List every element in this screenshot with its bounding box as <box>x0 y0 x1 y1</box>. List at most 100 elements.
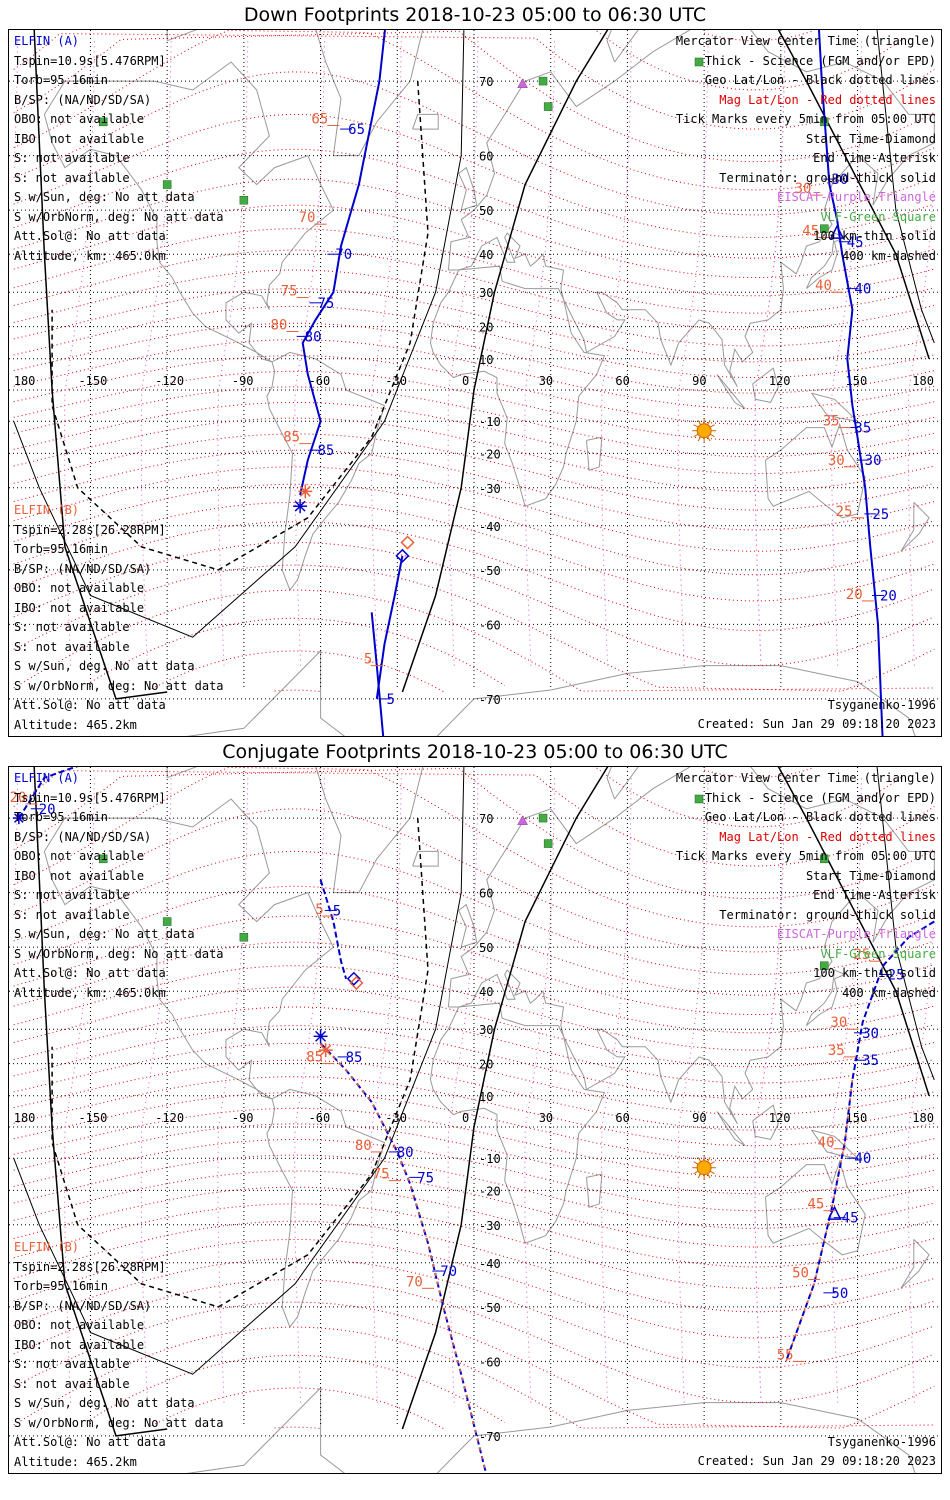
lat-tick-label: -20 <box>479 447 501 461</box>
lat-tick-label: 70 <box>479 812 493 826</box>
lat-tick-label: -70 <box>479 1430 501 1444</box>
end-time-asterisk <box>14 813 24 823</box>
mag-latitude-line <box>13 269 935 347</box>
elfin-b-lines: Tspin=2.28s[26.28RPM] Torb=95.16min B/SP: … <box>14 1258 224 1473</box>
legend-item: Thick - Science (FGM and/or EPD) <box>704 53 936 68</box>
info-line: S w/OrbNorm, deg: No att data <box>14 1415 224 1430</box>
mag-meridian <box>677 40 709 666</box>
terminator-400km <box>51 818 429 1308</box>
vlf-station-marker <box>820 961 829 970</box>
time-tick-label: 30 <box>831 172 848 188</box>
lat-tick-label: 60 <box>479 150 493 164</box>
time-tick-label: 85 <box>306 1050 323 1066</box>
sun-ray <box>697 420 702 425</box>
subsolar-sun-icon <box>696 1160 712 1176</box>
lon-tick-label: -120 <box>155 1111 184 1125</box>
coastline <box>447 767 935 1125</box>
legend-item: 400 km-dashed <box>842 985 936 1000</box>
terminator-400km <box>51 81 429 571</box>
mag-meridian <box>294 777 325 1403</box>
info-line: S: not available <box>14 620 130 634</box>
legend-item: Terminator: ground-thick solid <box>719 170 936 185</box>
mag-meridian <box>754 40 786 666</box>
time-tick-label: 40 <box>818 1135 835 1151</box>
coastline <box>716 1111 746 1147</box>
terminator-100km <box>876 30 935 344</box>
time-tick-label: 35 <box>828 1043 845 1059</box>
time-tick-label: 45 <box>807 1197 824 1213</box>
time-tick-label: 25 <box>888 967 905 983</box>
info-line: IBO: not available <box>14 1337 145 1352</box>
lon-tick-label: -60 <box>309 1111 331 1125</box>
elfin-a-track <box>818 30 884 736</box>
mag-latitude-line <box>151 650 444 692</box>
mag-meridian <box>447 777 479 1403</box>
coastline <box>586 1173 603 1208</box>
lon-tick-label: 60 <box>615 374 629 388</box>
time-tick-label: 65 <box>311 111 328 127</box>
elfin-b-header: ELFIN (B) <box>14 503 80 517</box>
lat-tick-label: 40 <box>479 248 493 262</box>
time-tick-label: 80 <box>397 1145 414 1161</box>
legend-item: Terminator: ground-thick solid <box>719 907 936 922</box>
elfin-a-track <box>319 879 348 980</box>
coastline <box>266 351 386 592</box>
time-tick-label: 30 <box>830 1015 847 1031</box>
vlf-station-marker <box>694 794 704 804</box>
sun-ray <box>707 1157 711 1162</box>
vlf-station-marker <box>162 917 172 926</box>
info-line: B/SP: (NA/ND/SD/SA) <box>14 92 152 107</box>
info-line: OBO: not available <box>14 581 145 595</box>
time-tick-label: 70 <box>406 1274 423 1290</box>
legend: Mercator View Center Time (triangle) Thic… <box>676 32 936 266</box>
legend-item: VLF-Green Square <box>820 946 936 961</box>
terminator-line <box>33 30 168 700</box>
info-line: S w/Sun, deg: No att data <box>14 190 195 204</box>
conjugate-footprints-map: 180 -150 -120 -90 -60 -30 0 30 60 90 120 150 180 70 60… <box>8 766 942 1474</box>
lat-tick-label: -50 <box>479 564 501 578</box>
time-tick-label: 75 <box>317 296 334 312</box>
down-footprints-map: 180 -150 -120 -90 -60 -30 0 30 60 90 120 150 180 70 60… <box>8 29 942 737</box>
vlf-station-marker <box>820 854 829 864</box>
lat-tick-label: 10 <box>479 1090 493 1104</box>
vlf-station-marker <box>239 932 249 942</box>
coastline <box>586 436 603 471</box>
panel-title-down: Down Footprints 2018-10-23 05:00 to 06:3… <box>243 4 707 26</box>
legend-item: 100 km-thin solid <box>813 229 936 243</box>
time-tick-label: 70 <box>299 210 316 226</box>
subsolar-sun-icon <box>696 423 712 439</box>
end-time-asterisk <box>315 1030 327 1042</box>
sun-ray <box>693 1161 699 1165</box>
lat-tick-label: 40 <box>479 985 493 999</box>
mag-latitude-line <box>13 449 935 531</box>
lon-tick-label: 90 <box>692 374 706 388</box>
elfin-b-info: ELFIN (B) Tspin=2.28s[26.28RPM] Torb=95.1… <box>14 1238 224 1472</box>
elfin-b-header: ELFIN (B) <box>14 1240 80 1254</box>
terminator-line <box>33 767 168 1437</box>
time-tick-label: 50 <box>831 1286 848 1302</box>
time-tick-label: 80 <box>270 318 287 334</box>
coastline <box>315 30 424 157</box>
mag-meridian <box>64 40 95 666</box>
info-line: Altitude: 465.2km <box>14 717 137 732</box>
lat-tick-label: 70 <box>479 75 493 89</box>
elfin-a-track <box>18 767 79 819</box>
time-tick-label: 20 <box>10 790 27 806</box>
time-tick-label: 85 <box>317 443 334 459</box>
info-line: Altitude: 465.2km <box>14 1454 137 1469</box>
lon-tick-label: 30 <box>539 1111 553 1125</box>
start-time-diamond <box>395 548 410 563</box>
time-tick-label: 30 <box>795 181 812 197</box>
mag-latitude-line <box>13 1107 935 1178</box>
info-line: Att.Sol@: No att data <box>14 229 166 243</box>
mag-latitude-line <box>13 1326 935 1429</box>
elfin-b-track <box>320 1042 487 1473</box>
legend-item: Mag Lat/Lon - Red dotted lines <box>719 92 936 107</box>
legend-item: Thick - Science (FGM and/or EPD) <box>704 790 936 805</box>
elfin-a-info: ELFIN (A) Tspin=10.9s[5.476RPM] Torb=95.1… <box>14 769 224 1003</box>
lat-tick-label: -20 <box>479 1184 501 1198</box>
time-tick-label: 35 <box>823 414 840 430</box>
info-line: S w/OrbNorm, deg: No att data <box>14 209 224 224</box>
info-line: S w/Sun, deg: No att data <box>14 659 195 673</box>
coastline <box>412 850 439 867</box>
